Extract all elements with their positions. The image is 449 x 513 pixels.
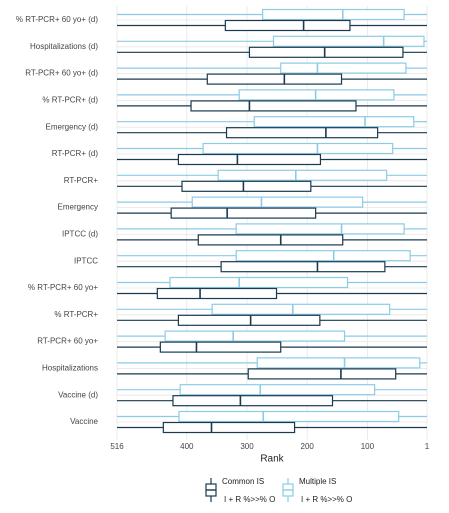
box — [235, 250, 411, 262]
box — [238, 89, 395, 101]
box — [206, 73, 343, 85]
y-tick-label: Emergency (d) — [46, 122, 99, 131]
y-tick-label: Hospitalizations — [42, 364, 98, 373]
y-tick-label: IPTCC (d) — [62, 230, 98, 239]
box — [190, 100, 357, 112]
box — [248, 46, 404, 58]
box — [202, 142, 394, 155]
box — [181, 180, 312, 192]
y-tick-label: RT-PCR+ — [64, 176, 99, 185]
box — [156, 287, 278, 300]
legend-label: Multiple IS — [299, 477, 336, 486]
legend-sublabel: I + R %>>% O — [301, 495, 352, 504]
box — [162, 421, 296, 434]
box — [235, 223, 405, 235]
box — [211, 303, 391, 315]
y-tick-label: % RT-PCR+ — [54, 310, 98, 319]
box — [217, 169, 388, 181]
box — [169, 276, 349, 289]
box — [256, 357, 421, 369]
y-tick-label: Hospitalizations (d) — [30, 42, 98, 51]
x-tick-label: 200 — [301, 442, 315, 451]
box — [280, 62, 407, 74]
box — [253, 116, 415, 128]
y-tick-label: Vaccine (d) — [58, 390, 98, 399]
y-tick-label: IPTCC — [74, 256, 98, 265]
box — [191, 196, 364, 208]
box — [272, 35, 425, 47]
x-tick-label: 400 — [180, 442, 194, 451]
box — [220, 261, 386, 273]
box — [179, 384, 376, 396]
box — [159, 341, 282, 353]
box — [224, 19, 351, 32]
y-tick-label: % RT-PCR+ 60 yo+ — [28, 283, 98, 292]
box — [247, 368, 397, 380]
box — [170, 207, 317, 219]
box — [164, 330, 346, 342]
x-tick-label: 100 — [361, 442, 375, 451]
y-tick-label: RT-PCR+ 60 yo+ — [37, 337, 98, 346]
box — [178, 410, 400, 423]
box — [177, 153, 322, 166]
box — [225, 127, 379, 139]
y-tick-label: % RT-PCR+ (d) — [42, 96, 98, 105]
y-tick-label: Emergency — [58, 203, 98, 212]
box — [197, 234, 344, 246]
legend-label: Common IS — [222, 477, 264, 486]
box — [177, 314, 321, 326]
y-tick-label: RT-PCR+ (d) — [52, 149, 99, 158]
x-tick-label: 300 — [240, 442, 254, 451]
x-tick-label: 1 — [425, 442, 430, 451]
x-tick-label: 516 — [110, 442, 124, 451]
y-tick-label: Vaccine — [70, 417, 98, 426]
x-axis-title: Rank — [260, 454, 284, 465]
y-tick-label: % RT-PCR+ 60 yo+ (d) — [16, 15, 98, 24]
legend-sublabel: I + R %>>% O — [224, 495, 275, 504]
box — [172, 395, 334, 407]
box — [262, 8, 405, 21]
y-tick-label: RT-PCR+ 60 yo+ (d) — [25, 69, 98, 78]
